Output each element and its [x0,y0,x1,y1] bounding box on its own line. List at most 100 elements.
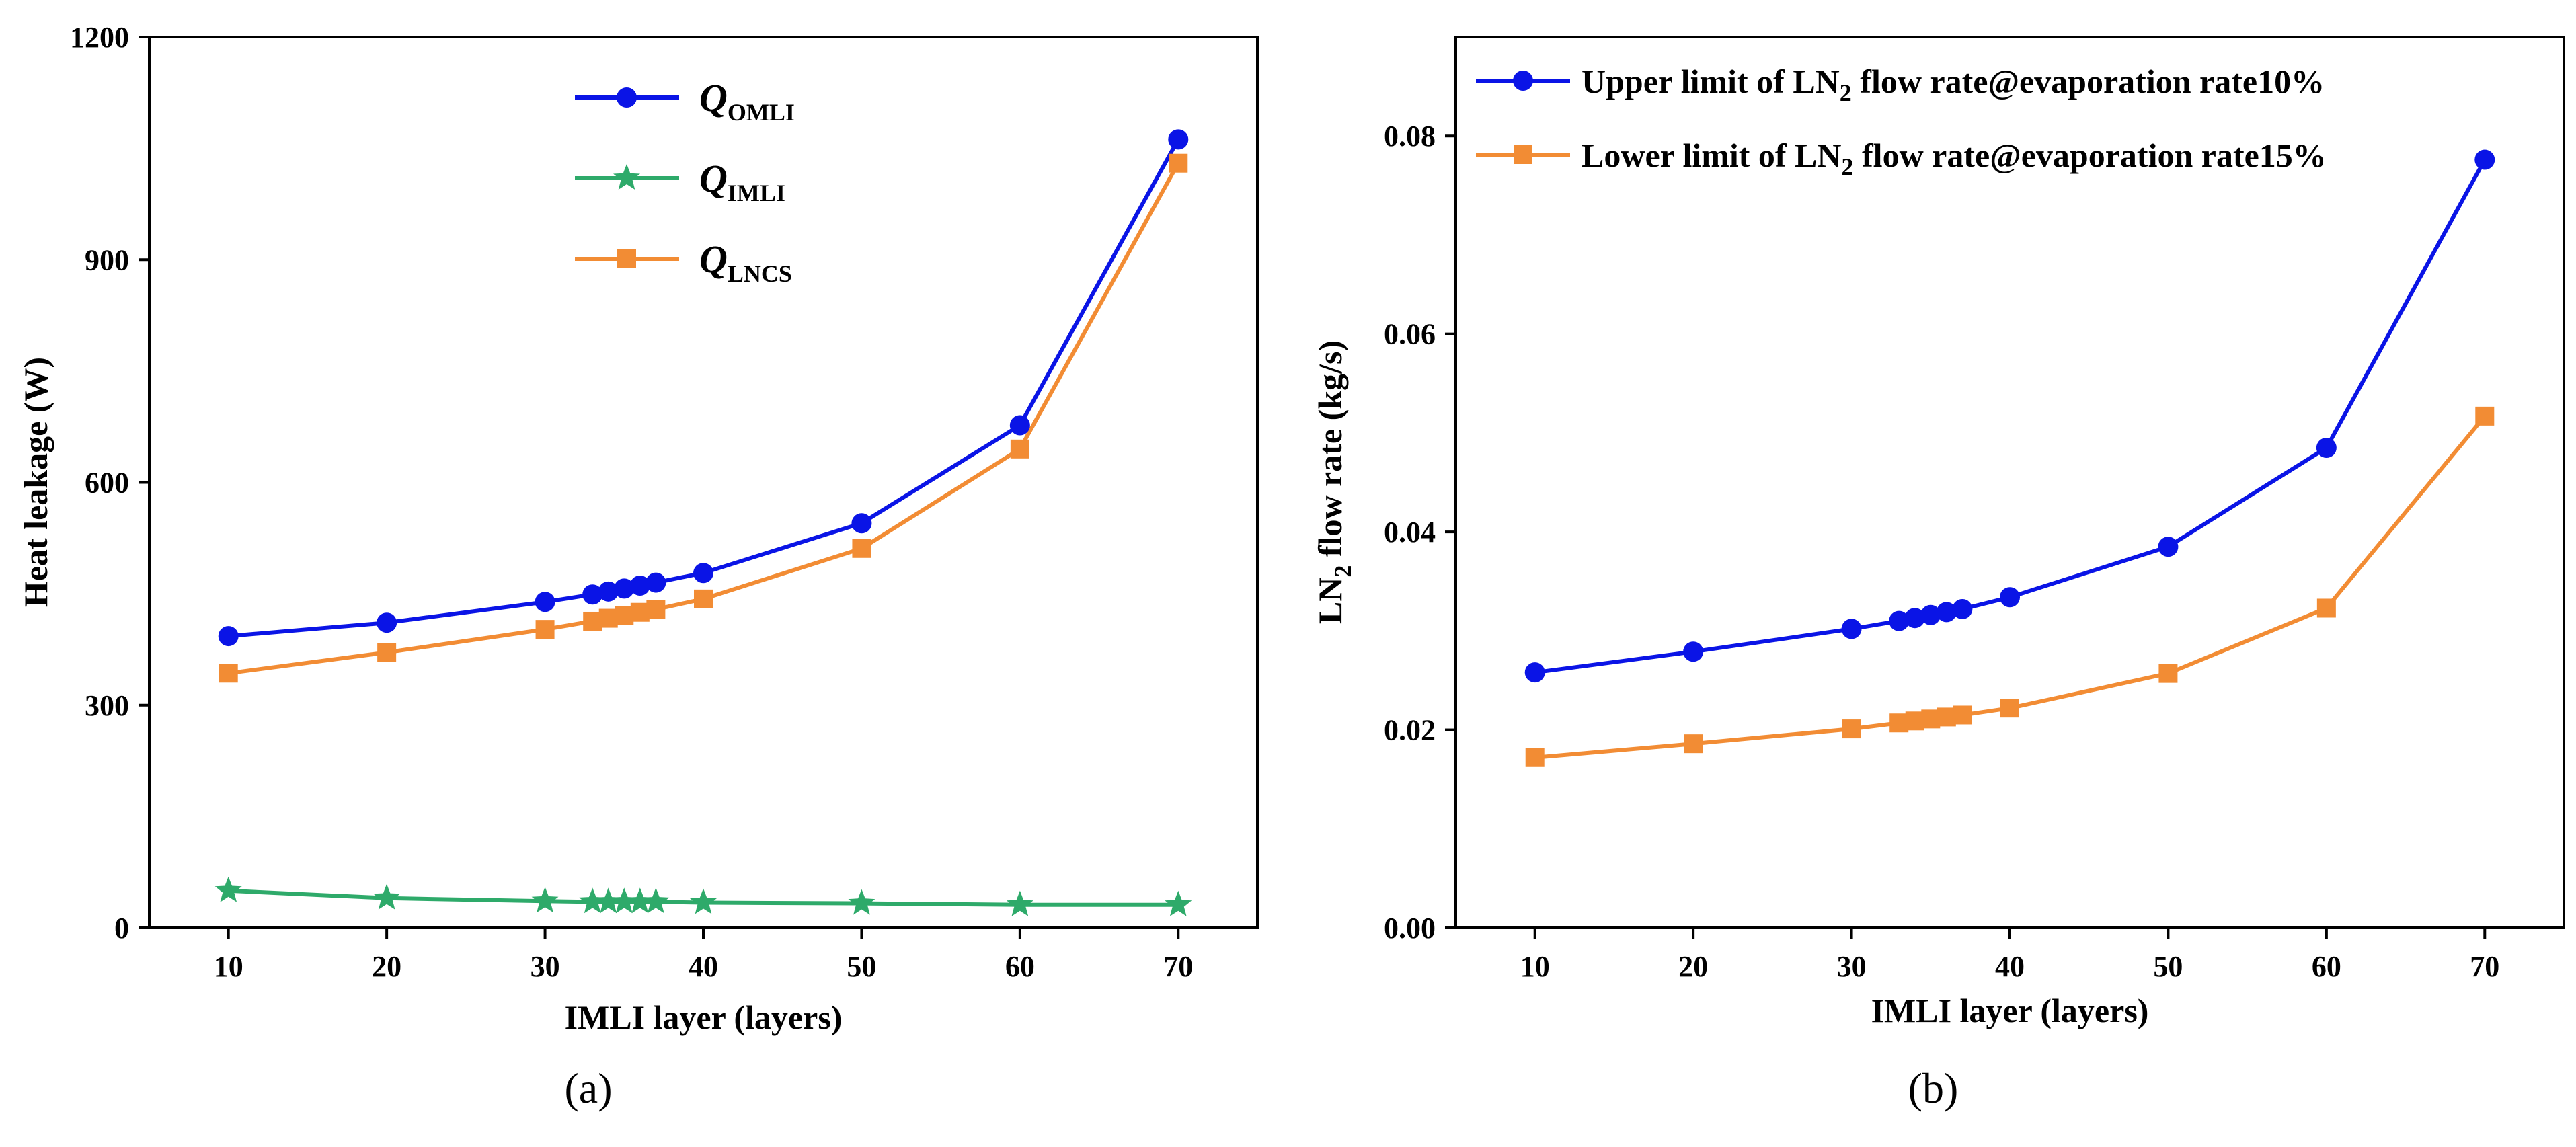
data-point [535,592,555,612]
data-point [614,578,635,599]
x-tick-label: 70 [1163,950,1193,983]
x-tick-label: 10 [1520,950,1550,983]
series-lines-b [1534,159,2487,760]
data-point [848,889,875,915]
legend-b-label-upper: Upper limit of LN2 flow rate@evaporation… [1582,63,2325,106]
legend-a-marker-omli [617,87,637,108]
data-point [1684,734,1703,754]
data-point [531,887,559,913]
data-point [626,887,654,914]
x-tick-label: 40 [689,950,718,983]
data-point [1525,748,1545,767]
data-point [2316,437,2337,458]
data-point [377,612,397,633]
series-markers-b [1524,149,2495,767]
x-tick-label: 60 [2312,950,2341,983]
data-point [694,589,713,608]
x-tick-label: 50 [2153,950,2183,983]
x-axis-label-b: IMLI layer (layers) [1871,992,2149,1029]
data-point [2000,699,2019,718]
data-point [1683,641,1704,662]
data-point [1010,439,1029,459]
data-point [1006,890,1033,916]
data-point [373,883,401,910]
data-point [1009,415,1030,436]
y-axis-label-b: LN2 flow rate (kg/s) [1311,340,1356,624]
data-point [851,513,872,534]
chart-panel-a: 10 20 30 40 50 60 70 0 300 600 900 1200 IMLI layer … [17,21,1259,1112]
data-point [629,575,650,596]
data-point [2158,537,2179,557]
y-tick-label: 0.00 [1384,912,1436,945]
data-point [1904,608,1925,629]
data-point [2474,149,2495,170]
data-point [1524,662,1545,683]
data-point [630,602,650,622]
y-tick-label: 900 [85,243,129,276]
data-point [1952,598,1973,619]
data-point [1920,604,1941,625]
data-point [1937,707,1956,727]
data-point [1921,709,1941,729]
x-tick-label: 50 [847,950,876,983]
y-tick-label: 0 [114,912,129,945]
data-point [1168,129,1189,150]
data-point [598,608,618,628]
data-point [646,600,666,619]
legend-a-label-lncs: QLNCS [699,237,792,287]
x-tick-label: 40 [1995,950,2025,983]
legend-b-label-lower: Lower limit of LN2 flow rate@evaporation… [1582,136,2327,180]
data-point [1905,711,1924,731]
data-point [642,887,670,914]
x-axis-label-a: IMLI layer (layers) [565,998,843,1036]
y-tick-label: 600 [85,467,129,500]
panel-label-a: (a) [564,1064,612,1112]
x-tick-label: 70 [2470,950,2499,983]
data-point [1169,153,1188,173]
x-tick-label: 20 [1678,950,1708,983]
chart-panel-b: 10 20 30 40 50 60 70 0.00 0.02 0.04 0.06 0.08 IMLI … [1311,36,2565,1112]
data-point [690,888,717,914]
data-point [2158,664,2178,683]
legend-a-label-imli: QIMLI [699,157,785,206]
data-point [582,584,603,605]
data-point [1165,890,1192,916]
legend-a: QOMLI QIMLI QLNCS [575,76,795,287]
data-point [598,581,619,602]
y-axis-label-a: Heat leakage (W) [17,357,54,607]
legend-a-marker-imli [613,164,640,190]
data-point [535,620,555,639]
data-point [2000,587,2020,608]
y-tick-label: 0.06 [1384,318,1436,351]
data-point [852,539,871,558]
data-point [579,887,607,914]
data-point [219,664,238,683]
data-point [1889,610,1910,631]
data-point [214,876,242,902]
legend-a-label-omli: QOMLI [699,76,795,126]
x-tick-label: 20 [372,950,401,983]
data-point [1953,705,1972,725]
data-point [218,626,239,647]
x-tick-label: 30 [1837,950,1867,983]
x-tick-label: 10 [214,950,243,983]
y-tick-label: 0.08 [1384,120,1436,153]
data-point [646,572,666,593]
legend-a-marker-lncs [617,249,636,268]
data-point [1936,602,1957,623]
data-point [2316,598,2336,618]
series-markers-a [214,129,1192,916]
y-tick-label: 0.02 [1384,714,1436,747]
data-point [583,611,602,631]
data-point [377,643,397,662]
legend-b-marker-upper [1513,71,1533,91]
data-point [1842,719,1861,739]
data-point [611,887,638,914]
x-tick-label: 30 [531,950,560,983]
data-point [2475,406,2495,426]
data-point [693,563,713,584]
x-tick-label: 60 [1005,950,1035,983]
y-tick-label: 1200 [70,21,129,54]
legend-b-marker-lower [1514,145,1532,164]
